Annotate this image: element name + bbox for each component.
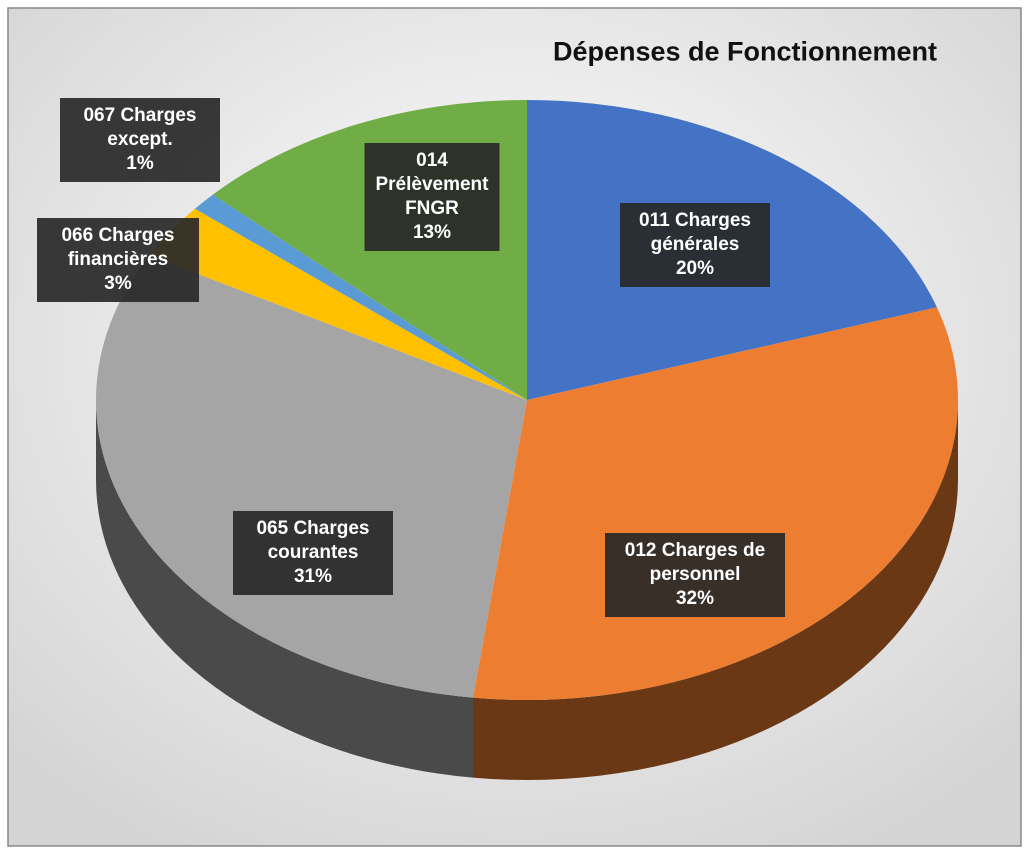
data-label-name: 067 Charges except.: [83, 105, 197, 150]
data-label: 011 Charges générales 20%: [620, 203, 770, 287]
data-label: 067 Charges except. 1%: [60, 98, 220, 182]
data-label-value: 1%: [126, 153, 154, 174]
data-label-value: 31%: [293, 566, 333, 587]
data-label-value: 20%: [675, 258, 715, 279]
data-label: 065 Charges courantes 31%: [233, 511, 393, 595]
slice: [472, 307, 958, 700]
data-label-name: 011 Charges générales: [639, 210, 751, 255]
slice-side: [472, 400, 958, 780]
data-label-value: 3%: [104, 273, 132, 294]
slice: [194, 194, 527, 400]
data-label-name: 012 Charges de personnel: [624, 540, 766, 585]
data-label: 012 Charges de personnel 32%: [605, 533, 785, 617]
data-label: 066 Charges financières 3%: [37, 218, 199, 302]
data-label-name: 065 Charges courantes: [256, 518, 370, 563]
data-label-value: 13%: [412, 222, 452, 243]
slice: [149, 208, 527, 400]
data-label-value: 32%: [675, 588, 715, 609]
data-label-name: 014 Prélèvement FNGR: [375, 150, 489, 219]
data-label-name: 066 Charges financières: [61, 225, 175, 270]
chart-title: Dépenses de Fonctionnement: [552, 36, 938, 67]
slice-side: [96, 400, 473, 778]
data-label: 014 Prélèvement FNGR 13%: [364, 143, 500, 251]
slice: [95, 255, 527, 698]
